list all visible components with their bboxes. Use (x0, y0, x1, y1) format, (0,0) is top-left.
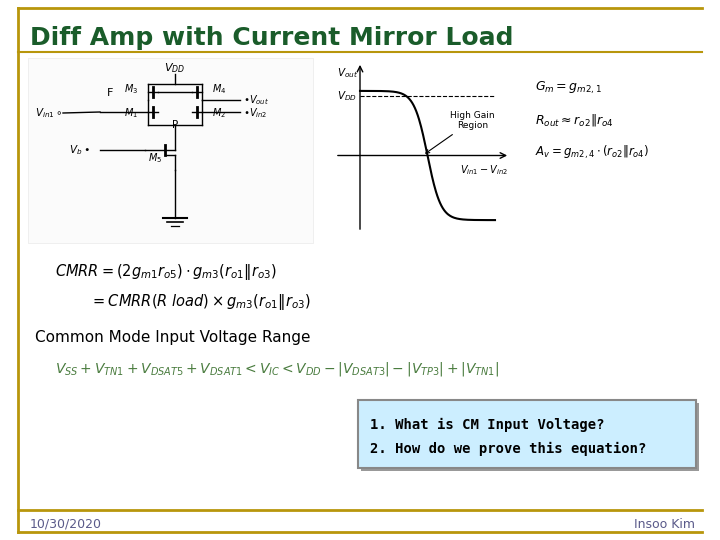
Text: $V_{DD}$: $V_{DD}$ (164, 61, 186, 75)
Text: $M_1$: $M_1$ (124, 106, 138, 120)
Text: $V_{SS}+V_{TN1}+V_{DSAT5}+V_{DSAT1} < V_{IC} < V_{DD}-|V_{DSAT3}|-|V_{TP3}|+|V_{: $V_{SS}+V_{TN1}+V_{DSAT5}+V_{DSAT1} < V_… (55, 360, 500, 378)
Text: $G_m = g_{m2,1}$: $G_m = g_{m2,1}$ (535, 80, 602, 96)
Text: High Gain
Region: High Gain Region (426, 111, 495, 153)
Text: P: P (172, 120, 178, 130)
Text: $M_2$: $M_2$ (212, 106, 226, 120)
Text: $V_{in1}-V_{in2}$: $V_{in1}-V_{in2}$ (460, 164, 508, 177)
FancyBboxPatch shape (358, 400, 696, 468)
Text: Diff Amp with Current Mirror Load: Diff Amp with Current Mirror Load (30, 26, 513, 50)
Text: Insoo Kim: Insoo Kim (634, 517, 695, 530)
Text: $= CMRR(R\ load) \times g_{m3}(r_{o1} \| r_{o3})$: $= CMRR(R\ load) \times g_{m3}(r_{o1} \|… (90, 292, 311, 312)
Text: $V_{DD}$: $V_{DD}$ (337, 89, 357, 103)
Text: $V_{in1}\circ$: $V_{in1}\circ$ (35, 106, 63, 120)
Text: 1. What is CM Input Voltage?: 1. What is CM Input Voltage? (370, 418, 605, 432)
Text: Common Mode Input Voltage Range: Common Mode Input Voltage Range (35, 330, 310, 345)
Text: $A_v = g_{m2,4} \cdot (r_{o2} \| r_{o4})$: $A_v = g_{m2,4} \cdot (r_{o2} \| r_{o4})… (535, 144, 649, 161)
Text: $R_{out} \approx r_{o2} \| r_{o4}$: $R_{out} \approx r_{o2} \| r_{o4}$ (535, 112, 614, 128)
Text: $\bullet V_{in2}$: $\bullet V_{in2}$ (243, 106, 268, 120)
FancyBboxPatch shape (28, 58, 313, 243)
Text: $M_4$: $M_4$ (212, 82, 226, 96)
Text: $V_b\bullet$: $V_b\bullet$ (69, 143, 90, 157)
Text: $CMRR = (2g_{m1}r_{o5}) \cdot g_{m3}(r_{o1} \| r_{o3})$: $CMRR = (2g_{m1}r_{o5}) \cdot g_{m3}(r_{… (55, 262, 276, 282)
Text: $V_{out}$: $V_{out}$ (337, 66, 358, 80)
Text: 10/30/2020: 10/30/2020 (30, 517, 102, 530)
Text: $M_3$: $M_3$ (124, 82, 138, 96)
Text: 2. How do we prove this equation?: 2. How do we prove this equation? (370, 442, 647, 456)
FancyBboxPatch shape (361, 403, 699, 471)
Text: $\bullet V_{out}$: $\bullet V_{out}$ (243, 93, 269, 107)
Text: $M_5$: $M_5$ (148, 151, 162, 165)
Text: F: F (107, 88, 113, 98)
